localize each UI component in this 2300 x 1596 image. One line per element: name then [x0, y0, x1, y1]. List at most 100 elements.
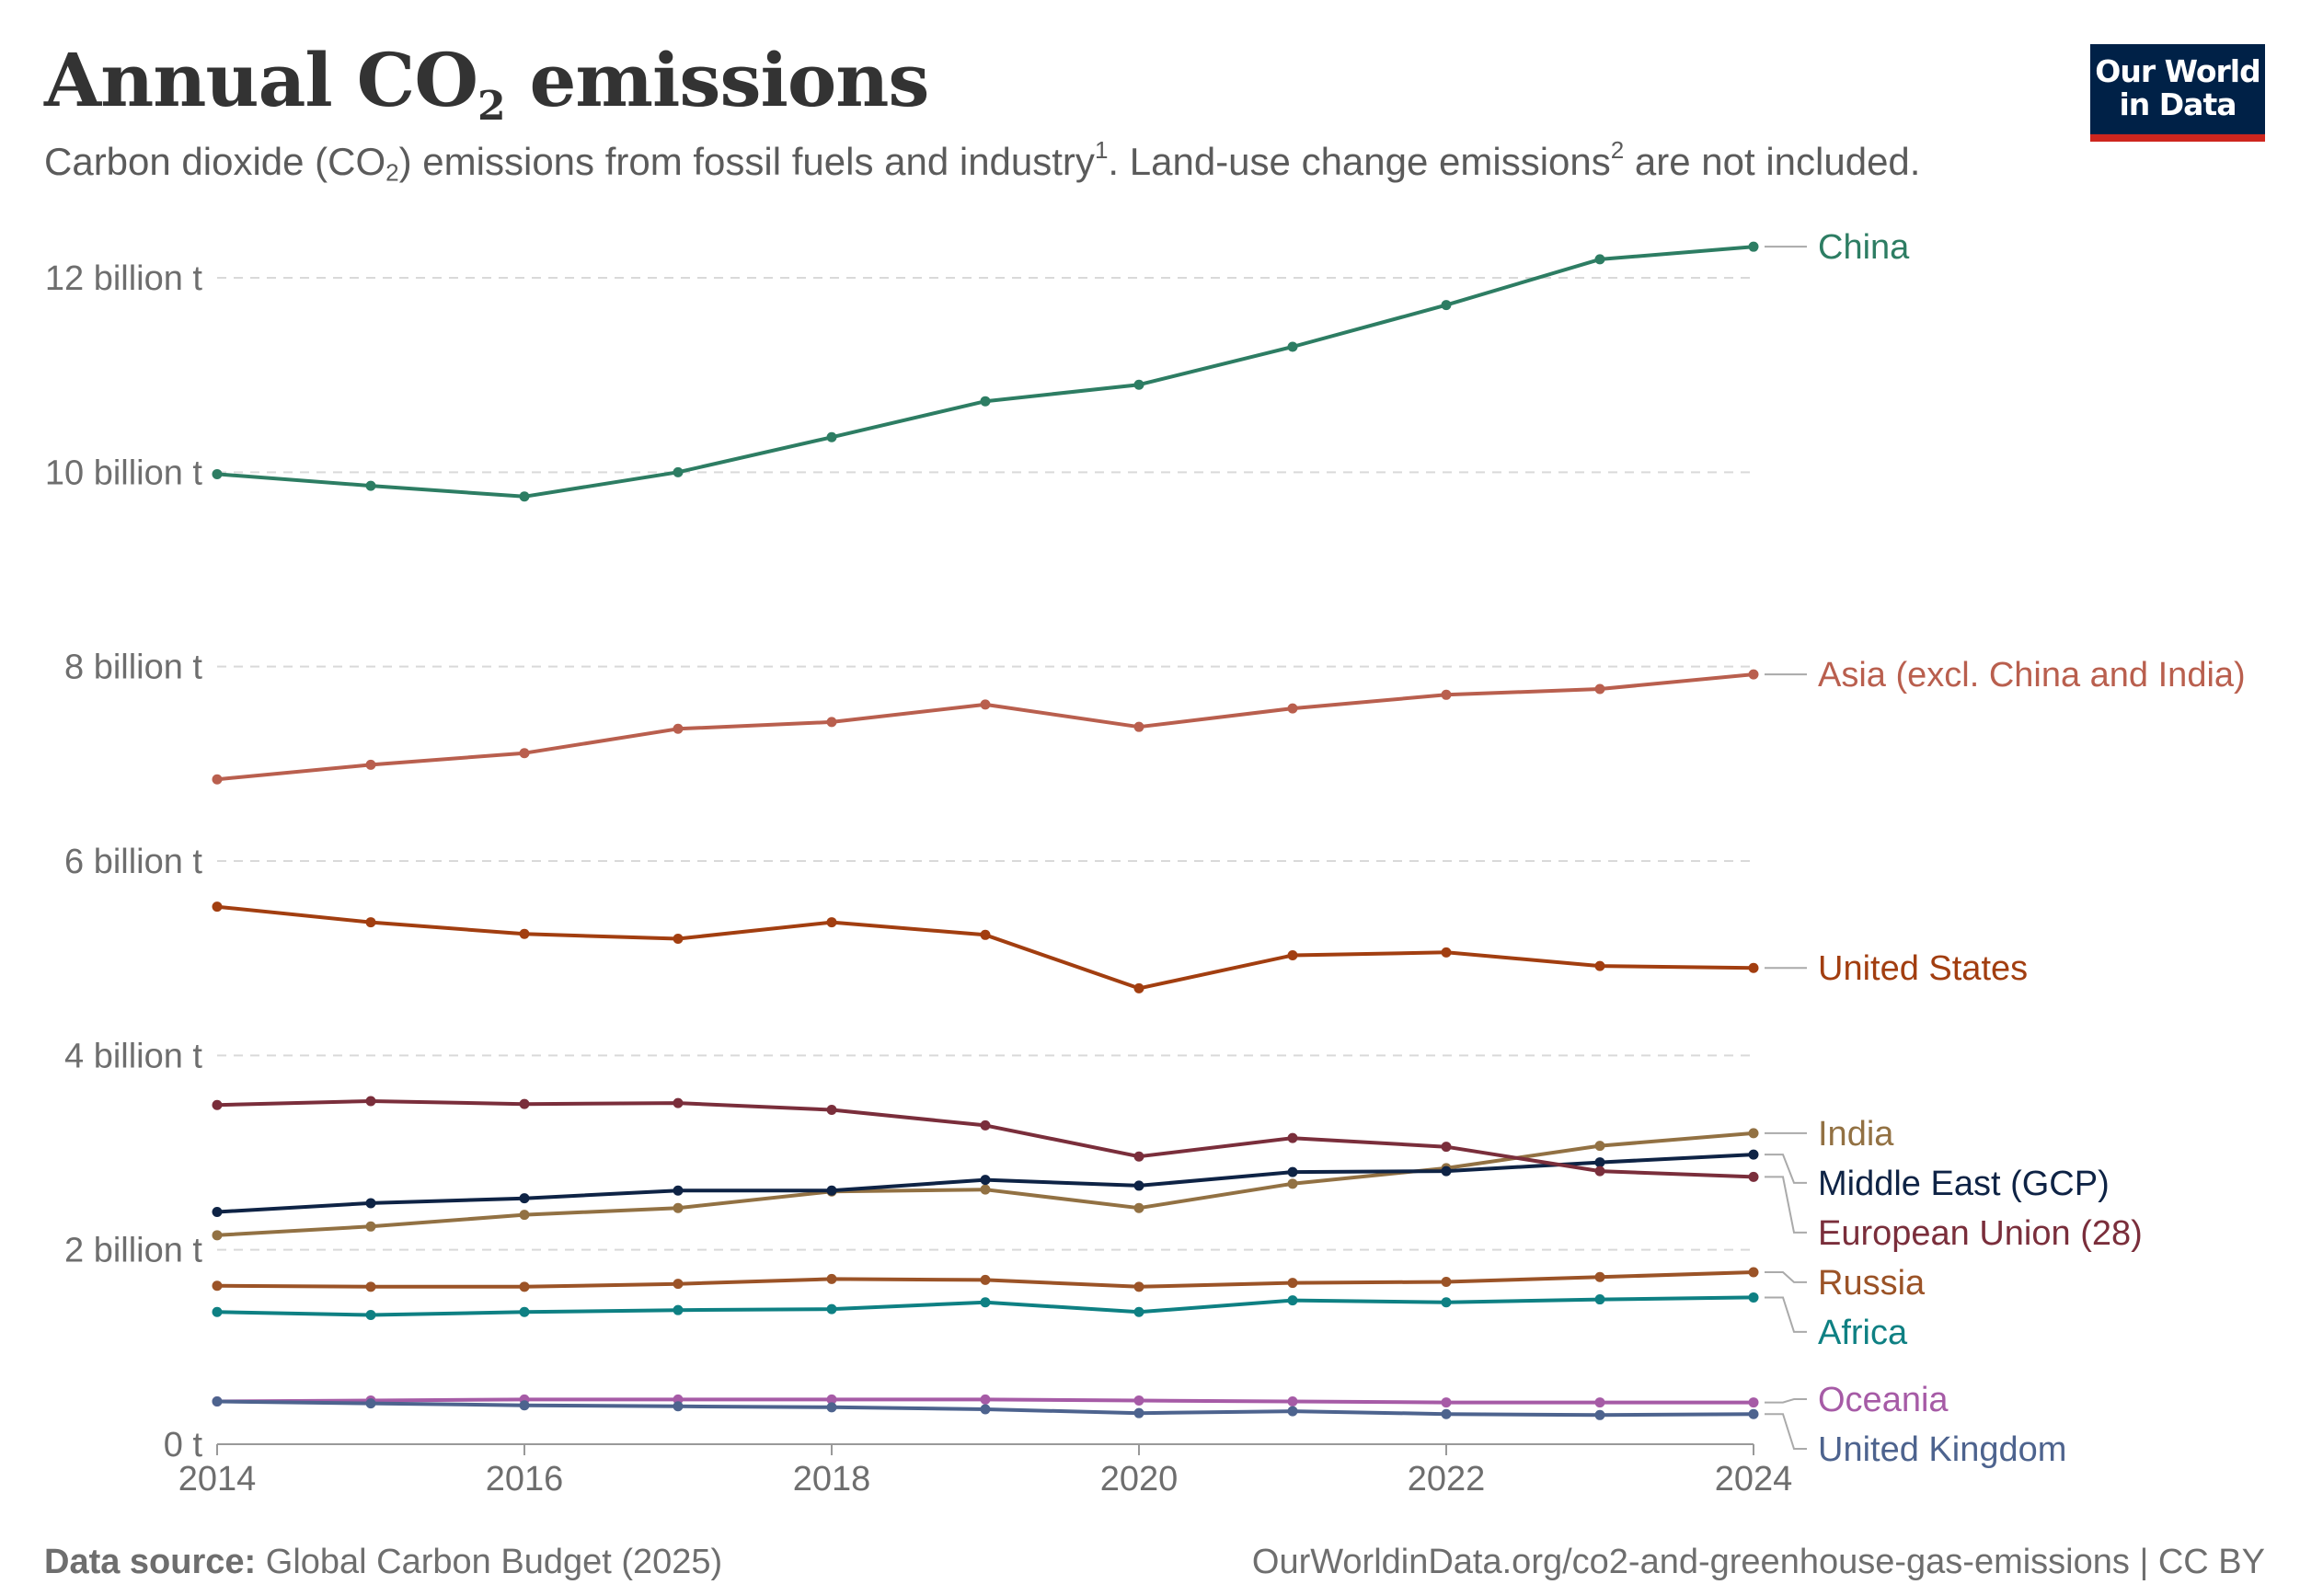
series-label-7[interactable]: Africa: [1818, 1314, 1908, 1352]
data-point-9-10[interactable]: [1748, 1408, 1759, 1419]
data-point-0-2[interactable]: [519, 491, 530, 502]
data-point-7-4[interactable]: [826, 1303, 837, 1315]
series-label-6[interactable]: Russia: [1818, 1264, 1926, 1303]
data-point-2-9[interactable]: [1594, 960, 1605, 971]
data-point-7-2[interactable]: [519, 1306, 530, 1317]
source-url-link[interactable]: OurWorldinData.org/co2-and-greenhouse-ga…: [1251, 1543, 2265, 1581]
data-point-9-5[interactable]: [980, 1404, 991, 1415]
series-6[interactable]: [212, 1267, 1759, 1292]
data-point-3-2[interactable]: [519, 1210, 530, 1221]
data-point-6-8[interactable]: [1441, 1277, 1452, 1288]
data-point-9-9[interactable]: [1594, 1409, 1605, 1420]
data-point-9-7[interactable]: [1287, 1406, 1298, 1417]
data-point-5-10[interactable]: [1748, 1171, 1759, 1182]
series-1[interactable]: [212, 669, 1759, 785]
data-point-6-3[interactable]: [673, 1279, 684, 1290]
data-point-6-10[interactable]: [1748, 1267, 1759, 1278]
data-point-8-5[interactable]: [980, 1394, 991, 1405]
series-0[interactable]: [212, 241, 1759, 502]
data-point-4-2[interactable]: [519, 1193, 530, 1204]
data-point-3-0[interactable]: [212, 1230, 223, 1241]
data-point-1-1[interactable]: [365, 759, 376, 770]
series-label-1[interactable]: Asia (excl. China and India): [1818, 656, 2246, 695]
data-point-2-1[interactable]: [365, 917, 376, 928]
data-point-8-4[interactable]: [826, 1394, 837, 1405]
data-point-2-6[interactable]: [1133, 982, 1144, 993]
data-point-8-10[interactable]: [1748, 1397, 1759, 1408]
data-point-0-8[interactable]: [1441, 300, 1452, 311]
data-point-2-7[interactable]: [1287, 949, 1298, 960]
data-point-2-5[interactable]: [980, 929, 991, 940]
series-line-1[interactable]: [216, 672, 1754, 782]
data-point-8-7[interactable]: [1287, 1396, 1298, 1407]
data-point-7-9[interactable]: [1594, 1294, 1605, 1305]
data-point-6-9[interactable]: [1594, 1271, 1605, 1282]
data-point-4-7[interactable]: [1287, 1166, 1298, 1177]
data-point-9-8[interactable]: [1441, 1408, 1452, 1419]
data-point-0-6[interactable]: [1133, 379, 1144, 390]
data-point-2-3[interactable]: [673, 934, 684, 945]
series-label-9[interactable]: United Kingdom: [1818, 1430, 2066, 1469]
data-point-1-8[interactable]: [1441, 689, 1452, 700]
data-point-0-5[interactable]: [980, 396, 991, 407]
series-label-3[interactable]: India: [1818, 1115, 1894, 1154]
data-point-7-1[interactable]: [365, 1309, 376, 1320]
data-point-7-7[interactable]: [1287, 1295, 1298, 1306]
data-point-4-0[interactable]: [212, 1206, 223, 1217]
data-point-7-3[interactable]: [673, 1304, 684, 1315]
data-point-0-0[interactable]: [212, 468, 223, 479]
data-point-5-9[interactable]: [1594, 1165, 1605, 1177]
data-point-4-6[interactable]: [1133, 1180, 1144, 1191]
data-point-1-9[interactable]: [1594, 683, 1605, 695]
data-point-1-2[interactable]: [519, 748, 530, 759]
data-point-4-9[interactable]: [1594, 1157, 1605, 1168]
data-point-8-9[interactable]: [1594, 1397, 1605, 1408]
data-point-3-10[interactable]: [1748, 1128, 1759, 1139]
data-point-6-0[interactable]: [212, 1280, 223, 1292]
data-point-3-9[interactable]: [1594, 1141, 1605, 1152]
data-point-1-7[interactable]: [1287, 703, 1298, 714]
data-point-9-0[interactable]: [212, 1396, 223, 1407]
series-9[interactable]: [212, 1396, 1759, 1420]
data-point-9-2[interactable]: [519, 1400, 530, 1411]
data-point-4-5[interactable]: [980, 1175, 991, 1186]
data-point-2-8[interactable]: [1441, 947, 1452, 958]
series-label-8[interactable]: Oceania: [1818, 1381, 1949, 1419]
data-point-5-5[interactable]: [980, 1119, 991, 1131]
data-point-2-4[interactable]: [826, 917, 837, 928]
data-point-0-4[interactable]: [826, 431, 837, 442]
data-point-4-1[interactable]: [365, 1198, 376, 1209]
data-point-9-3[interactable]: [673, 1401, 684, 1412]
data-point-0-9[interactable]: [1594, 254, 1605, 265]
owid-logo[interactable]: Our World in Data: [2090, 44, 2265, 142]
series-2[interactable]: [212, 901, 1759, 993]
data-point-4-8[interactable]: [1441, 1165, 1452, 1177]
series-label-2[interactable]: United States: [1818, 949, 2028, 988]
data-point-5-4[interactable]: [826, 1105, 837, 1116]
data-point-1-10[interactable]: [1748, 669, 1759, 680]
data-point-5-7[interactable]: [1287, 1132, 1298, 1143]
data-point-6-4[interactable]: [826, 1273, 837, 1284]
data-point-7-5[interactable]: [980, 1297, 991, 1308]
data-point-9-4[interactable]: [826, 1402, 837, 1413]
series-7[interactable]: [212, 1292, 1759, 1320]
data-point-7-10[interactable]: [1748, 1292, 1759, 1303]
data-point-6-6[interactable]: [1133, 1281, 1144, 1292]
series-line-0[interactable]: [216, 245, 1754, 499]
data-point-2-0[interactable]: [212, 901, 223, 913]
data-point-5-8[interactable]: [1441, 1142, 1452, 1153]
data-point-3-7[interactable]: [1287, 1178, 1298, 1189]
series-label-0[interactable]: China: [1818, 228, 1910, 267]
data-point-1-0[interactable]: [212, 774, 223, 785]
data-point-7-8[interactable]: [1441, 1297, 1452, 1308]
data-point-7-0[interactable]: [212, 1306, 223, 1317]
data-point-9-6[interactable]: [1133, 1407, 1144, 1418]
data-point-5-2[interactable]: [519, 1098, 530, 1109]
data-point-5-1[interactable]: [365, 1096, 376, 1107]
series-line-2[interactable]: [216, 904, 1754, 991]
data-point-6-7[interactable]: [1287, 1278, 1298, 1289]
data-point-1-5[interactable]: [980, 699, 991, 710]
data-point-8-6[interactable]: [1133, 1395, 1144, 1406]
data-point-3-6[interactable]: [1133, 1202, 1144, 1213]
data-point-1-4[interactable]: [826, 717, 837, 728]
